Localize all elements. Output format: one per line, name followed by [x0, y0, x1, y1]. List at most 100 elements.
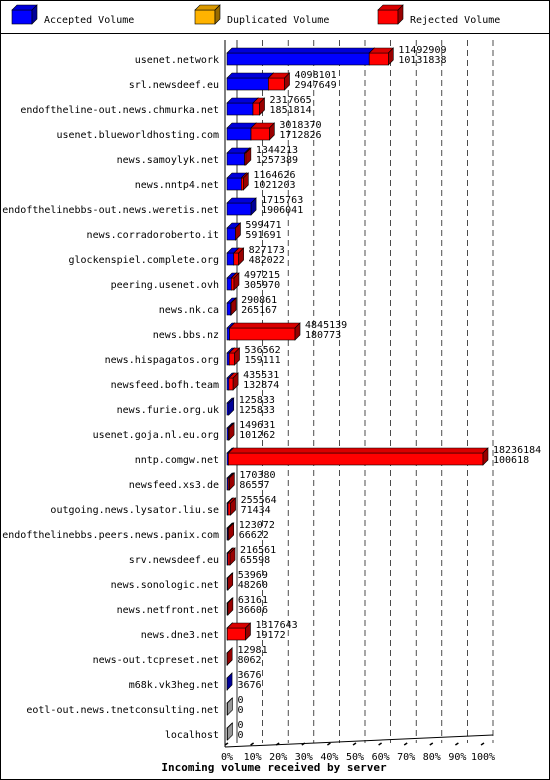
category-label: usenet.goja.nl.eu.org	[93, 430, 219, 441]
legend-label-2: Duplicated Volume	[227, 15, 329, 26]
bar-rejected	[233, 247, 245, 266]
total-value-label: 18236184	[493, 445, 541, 456]
bar-accepted	[226, 672, 233, 691]
bar-rejected	[227, 422, 235, 441]
legend-swatch-2	[194, 4, 221, 25]
category-label: news-out.tcpreset.net	[93, 655, 219, 666]
x-tick-label-2: 20%	[269, 752, 287, 763]
category-label: news.nntp4.net	[135, 180, 219, 191]
bar-rejected	[229, 297, 237, 316]
legend-swatch-1	[11, 4, 38, 25]
total-value-label: 290861	[241, 295, 277, 306]
total-value-label: 1317643	[255, 620, 297, 631]
accepted-value-label: 2947649	[295, 80, 337, 91]
accepted-value-label: 125833	[239, 405, 275, 416]
x-tick-mark-4	[326, 742, 331, 746]
x-tick-mark-6	[378, 742, 383, 746]
legend-label-1: Accepted Volume	[44, 15, 134, 26]
legend-divider	[0, 33, 550, 34]
total-value-label: 12981	[238, 645, 268, 656]
category-label: endofthelinebbs-out.news.weretis.net	[2, 205, 219, 216]
x-tick-label-7: 70%	[397, 752, 415, 763]
category-label: usenet.network	[135, 55, 219, 66]
category-label: srv.newsdeef.eu	[129, 555, 219, 566]
category-label: endofthelinebbs.peers.news.panix.com	[2, 530, 219, 541]
category-label: m68k.vk3heg.net	[129, 680, 219, 691]
accepted-value-label: 482022	[249, 255, 285, 266]
x-axis-title: Incoming volume received by server	[161, 761, 387, 774]
bar-rejected	[227, 447, 489, 466]
accepted-value-label: 159111	[245, 355, 281, 366]
total-value-label: 255564	[241, 495, 277, 506]
total-value-label: 4845139	[305, 320, 347, 331]
accepted-value-label: 8062	[238, 655, 262, 666]
accepted-value-label: 591691	[245, 230, 281, 241]
x-tick-label-3: 30%	[295, 752, 313, 763]
total-value-label: 0	[238, 720, 244, 731]
accepted-value-label: 265167	[241, 305, 277, 316]
bar-rejected	[226, 572, 234, 591]
legend: Accepted Volume Duplicated Volume Rejected…	[11, 4, 500, 26]
bar-rejected	[228, 322, 301, 341]
accepted-value-label: 1906041	[261, 205, 303, 216]
total-value-label: 53969	[238, 570, 268, 581]
accepted-value-label: 1712826	[279, 130, 321, 141]
x-tick-label-4: 40%	[320, 752, 338, 763]
category-label: news.corradoroberto.it	[87, 230, 219, 241]
accepted-value-label: 36606	[238, 605, 268, 616]
category-label: outgoing.news.lysator.liu.se	[50, 505, 219, 516]
x-tick-mark-3	[301, 742, 306, 746]
category-label: news.furie.org.uk	[117, 405, 219, 416]
bar-rejected	[230, 272, 240, 291]
bar-rejected	[227, 497, 237, 516]
category-label: newsfeed.bofh.team	[111, 380, 219, 391]
total-value-label: 125833	[239, 395, 275, 406]
total-value-label: 123072	[239, 520, 275, 531]
bar-empty	[226, 722, 234, 741]
total-value-label: 170380	[239, 470, 275, 481]
bar-rejected	[227, 522, 235, 541]
bar-accepted	[226, 47, 375, 66]
bar-rejected	[228, 347, 241, 366]
total-value-label: 827173	[249, 245, 285, 256]
bar-rejected	[240, 172, 250, 191]
bar-rejected	[267, 72, 291, 91]
total-value-label: 4098101	[295, 70, 337, 81]
bar-rejected	[227, 472, 236, 491]
x-axis-line	[224, 734, 494, 748]
accepted-value-label: 1021203	[253, 180, 295, 191]
total-value-label: 1164626	[253, 170, 295, 181]
x-tick-label-5: 50%	[346, 752, 364, 763]
legend-swatch-3	[377, 4, 404, 25]
accepted-value-label: 65598	[240, 555, 270, 566]
total-value-label: 599471	[245, 220, 281, 231]
accepted-value-label: 71434	[241, 505, 271, 516]
x-tick-label-0: 0%	[221, 752, 233, 763]
bar-rejected	[250, 122, 276, 141]
bar-accepted	[226, 397, 235, 416]
category-label: news.hispagatos.org	[105, 355, 219, 366]
category-label: peering.usenet.ovh	[111, 280, 219, 291]
bar-accepted	[226, 197, 257, 216]
x-tick-mark-0	[224, 742, 229, 746]
bar-rejected	[228, 372, 239, 391]
bar-accepted	[226, 72, 275, 91]
total-value-label: 536562	[245, 345, 281, 356]
x-tick-mark-2	[275, 742, 280, 746]
total-value-label: 1715763	[261, 195, 303, 206]
accepted-value-label: 3676	[238, 680, 262, 691]
category-label: news.sonologic.net	[111, 580, 219, 591]
category-label: news.bbs.nz	[153, 330, 219, 341]
x-tick-label-1: 10%	[244, 752, 262, 763]
accepted-value-label: 101262	[239, 430, 275, 441]
bar-rejected	[243, 147, 252, 166]
category-label: srl.newsdeef.eu	[129, 80, 219, 91]
x-tick-label-10: 100%	[471, 752, 495, 763]
accepted-value-label: 86557	[239, 480, 269, 491]
accepted-value-label: 0	[238, 705, 244, 716]
category-label: localhost	[165, 730, 219, 741]
total-value-label: 0	[238, 695, 244, 706]
legend-label-3: Rejected Volume	[410, 15, 500, 26]
bars	[226, 47, 489, 741]
